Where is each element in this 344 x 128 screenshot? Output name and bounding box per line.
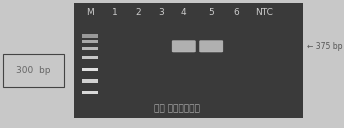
FancyBboxPatch shape [200,41,223,52]
Text: 새삼 듹이프라이머: 새삼 듹이프라이머 [154,104,200,113]
Text: 3: 3 [158,8,164,17]
Bar [74,3,303,118]
Text: 2: 2 [135,8,141,17]
Bar [82,79,98,83]
Text: 4: 4 [181,8,186,17]
Bar [82,56,98,60]
Text: 5: 5 [208,8,214,17]
FancyBboxPatch shape [172,41,195,52]
Text: 6: 6 [234,8,239,17]
Text: 1: 1 [112,8,118,17]
Text: ← 375 bp: ← 375 bp [307,42,342,51]
Bar [82,91,98,94]
Text: NTC: NTC [255,8,273,17]
Bar [82,68,98,71]
Text: 300  bp: 300 bp [16,66,51,75]
Text: M: M [86,8,94,17]
Bar [82,47,98,50]
Bar [82,40,98,43]
Bar [3,54,64,87]
Bar [82,34,98,38]
